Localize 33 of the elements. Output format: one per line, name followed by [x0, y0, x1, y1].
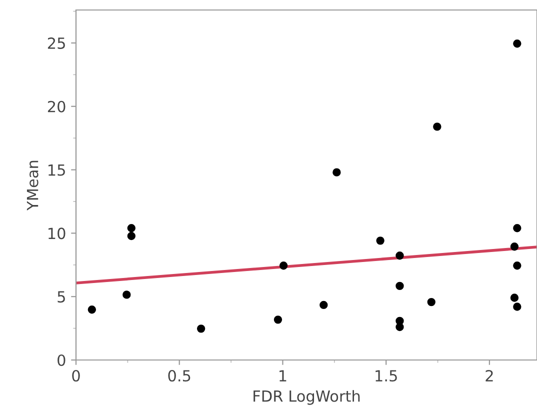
y-tick-label: 0	[58, 354, 66, 366]
point	[376, 236, 384, 245]
point	[513, 302, 522, 311]
point	[396, 282, 404, 290]
x-tick-label: 0	[72, 370, 80, 382]
point	[274, 316, 282, 324]
x-axis-title: FDR LogWorth	[254, 390, 360, 405]
point	[332, 168, 341, 176]
y-tick-label: 10	[48, 228, 66, 240]
point	[279, 262, 288, 270]
point	[320, 300, 328, 310]
y-axis-title: YMean	[26, 160, 38, 211]
y-tick-label: 20	[48, 100, 66, 112]
point	[513, 262, 522, 270]
point	[88, 306, 96, 314]
x-tick-label: 0.5	[168, 370, 190, 382]
point	[433, 122, 442, 131]
y-tick-label: 25	[48, 37, 65, 49]
x-tick-label: 1.5	[376, 370, 397, 382]
point	[127, 232, 136, 240]
point	[510, 294, 519, 302]
point	[122, 290, 131, 299]
point	[513, 224, 522, 232]
y-tick-label: 15	[48, 164, 65, 176]
point	[396, 252, 404, 260]
y-tick-label: 5	[58, 291, 65, 303]
point	[196, 324, 206, 333]
point	[427, 298, 436, 306]
point	[127, 224, 136, 232]
point	[510, 242, 519, 251]
point	[513, 40, 522, 48]
x-tick-label: 2	[486, 370, 493, 382]
x-tick-label: 1	[280, 370, 286, 382]
